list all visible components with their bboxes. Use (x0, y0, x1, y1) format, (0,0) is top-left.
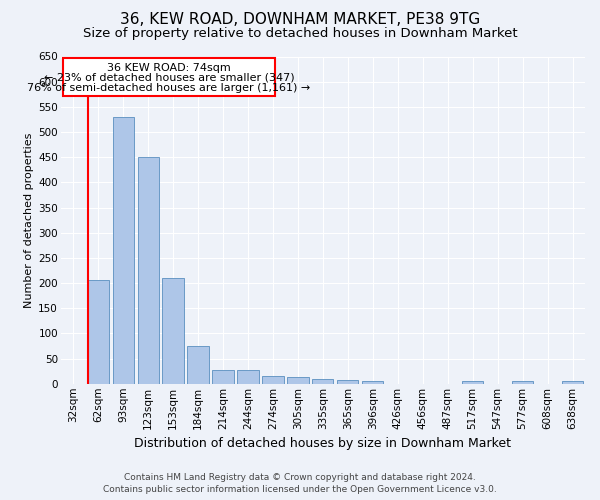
Bar (312, 378, 334, 384)
Bar (337, 380, 358, 384)
Bar (262, 376, 284, 384)
Bar (88, 280, 109, 384)
X-axis label: Distribution of detached houses by size in Downham Market: Distribution of detached houses by size … (134, 437, 511, 450)
Bar (512, 381, 533, 384)
Bar (287, 377, 308, 384)
Bar (187, 346, 209, 384)
Bar (113, 117, 134, 384)
Text: ← 23% of detached houses are smaller (347): ← 23% of detached houses are smaller (34… (44, 72, 294, 83)
Bar (212, 370, 233, 384)
Text: Size of property relative to detached houses in Downham Market: Size of property relative to detached ho… (83, 28, 517, 40)
Bar (163, 278, 184, 384)
Bar (462, 381, 483, 384)
Text: Contains HM Land Registry data © Crown copyright and database right 2024.
Contai: Contains HM Land Registry data © Crown c… (103, 472, 497, 494)
Bar (562, 381, 583, 384)
Text: 76% of semi-detached houses are larger (1,161) →: 76% of semi-detached houses are larger (… (27, 83, 310, 93)
Bar (63, 58, 275, 96)
Text: 36 KEW ROAD: 74sqm: 36 KEW ROAD: 74sqm (107, 62, 231, 72)
Bar (362, 381, 383, 384)
Text: 36, KEW ROAD, DOWNHAM MARKET, PE38 9TG: 36, KEW ROAD, DOWNHAM MARKET, PE38 9TG (120, 12, 480, 28)
Bar (238, 370, 259, 384)
Y-axis label: Number of detached properties: Number of detached properties (24, 132, 34, 308)
Bar (137, 157, 159, 384)
